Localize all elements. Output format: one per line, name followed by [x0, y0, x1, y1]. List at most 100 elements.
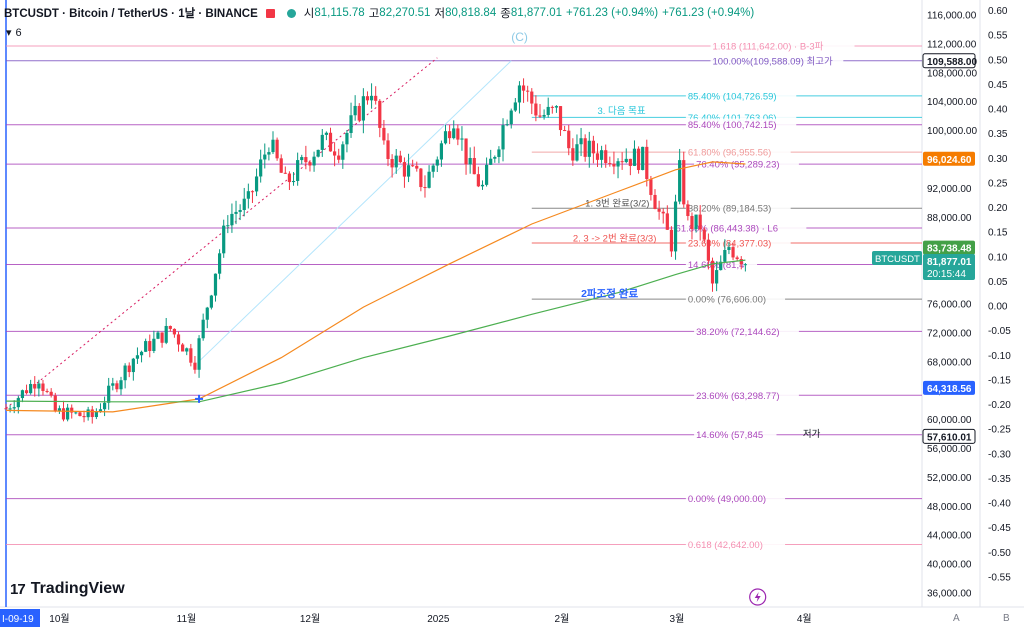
fib-level-label: 85.40% (104,726.59): [688, 91, 777, 102]
candle-body: [197, 338, 201, 370]
fib-level-label: 85.40% (100,742.15): [688, 120, 777, 131]
candle-body: [521, 85, 526, 91]
price-tick-label: 92,000.00: [927, 184, 972, 195]
symbol-title[interactable]: BTCUSDT · Bitcoin / TetherUS · 1날 · BINA…: [4, 8, 258, 20]
fib-level-label: 38.20% (72,144.62): [696, 327, 779, 338]
candle-body: [595, 153, 600, 160]
candle-body: [682, 160, 686, 205]
price-tick-label: 100,000.00: [927, 126, 977, 137]
candle-body: [686, 204, 690, 217]
secondary-tick-label: -0.45: [988, 523, 1011, 534]
candle-body: [127, 365, 131, 373]
price-tick-label: 40,000.00: [927, 560, 972, 571]
symbol-tag: [872, 251, 922, 266]
chart-annotation: (C): [511, 30, 528, 44]
candle-body: [226, 225, 230, 227]
candle-body: [345, 132, 349, 145]
fib-label-bg: [685, 146, 791, 159]
candle-body: [45, 390, 49, 392]
candle-body: [61, 408, 66, 420]
price-tick-label: 88,000.00: [927, 213, 972, 224]
time-tick-label: 10월: [49, 613, 69, 625]
candle-body: [222, 225, 226, 254]
candle-body: [591, 140, 595, 154]
price-tick-label: 56,000.00: [927, 444, 972, 455]
candle-body: [254, 176, 259, 192]
candle-body: [645, 146, 649, 180]
price-tick-label: 36,000.00: [927, 589, 972, 600]
candle-body: [526, 90, 530, 92]
candle-body: [189, 348, 193, 363]
secondary-tick-label: 0.05: [988, 277, 1008, 288]
candle-body: [719, 261, 723, 271]
chart-annotation: 1. 3번 완료(3/2): [585, 199, 649, 210]
secondary-tick-label: 0.15: [988, 228, 1008, 239]
fib-label-bg: [673, 222, 807, 235]
candle-body: [534, 103, 538, 116]
price-badge-label: 109,588.00: [927, 57, 977, 68]
candle-body: [123, 365, 127, 381]
fib-level-label: 76.40% (95,289.23): [696, 160, 779, 171]
fib-level-label: 38.20% (89,184.53): [688, 204, 771, 215]
candle-body: [267, 152, 271, 155]
price-badge: [922, 53, 976, 69]
candle-body: [382, 127, 386, 141]
tradingview-logo[interactable]: 17 TradingView: [10, 580, 125, 598]
candle-body: [501, 125, 505, 150]
candle-body: [365, 96, 370, 101]
candle-body: [20, 390, 25, 399]
fib-label-bg: [685, 293, 786, 306]
fib-level-label: 0.00% (49,000.00): [688, 494, 766, 505]
candle-body: [320, 134, 324, 150]
candle-body: [710, 260, 715, 284]
candle-body: [587, 140, 591, 157]
candle-body: [657, 208, 661, 212]
low-label: 저: [434, 8, 446, 20]
candle-body: [612, 163, 616, 167]
candle-body: [308, 162, 312, 166]
moving-average-short: [5, 259, 746, 403]
start-date-badge: [0, 609, 40, 627]
secondary-tick-label: -0.35: [988, 474, 1011, 485]
secondary-tick-label: 0.30: [988, 154, 1008, 165]
fib-level-label: 61.80% (96,955.56): [688, 148, 771, 159]
candle-body: [497, 149, 501, 157]
fib-label-bg: [685, 236, 791, 249]
candle-body: [361, 96, 365, 121]
candle-body: [82, 416, 86, 418]
candle-body: [357, 105, 361, 121]
candle-body: [439, 143, 444, 160]
candle-body: [144, 341, 148, 352]
fib-level-label: 23.60% (63,298.77): [696, 391, 779, 402]
fib-level-label: 100.00%(109,588.09) 최고가: [713, 56, 833, 67]
candle-body: [513, 102, 517, 111]
candle-body: [24, 390, 29, 394]
candle-body: [415, 165, 419, 169]
candle-body: [168, 325, 172, 329]
price-badge-countdown: 20:15:44: [927, 269, 966, 280]
flag-icon[interactable]: [265, 8, 275, 18]
candle-body: [57, 408, 61, 412]
crosshair-marker-icon: [195, 394, 204, 403]
price-badge-label: 83,738.48: [927, 244, 972, 255]
candle-body: [575, 144, 579, 161]
close-value: 81,877.01: [510, 7, 562, 19]
candle-body: [616, 161, 620, 167]
candle-body: [505, 124, 509, 126]
candle-body: [456, 128, 460, 140]
candle-body: [16, 398, 20, 408]
candle-body: [698, 214, 702, 230]
candle-body: [579, 138, 583, 145]
chart-annotation: 3. 다음 목표: [597, 106, 645, 117]
candle-body: [246, 191, 250, 199]
candle-body: [209, 295, 213, 308]
indicators-toggle[interactable]: ▾ 6: [6, 26, 22, 40]
candle-body: [546, 106, 550, 115]
candle-body: [509, 110, 513, 125]
price-tick-label: 52,000.00: [927, 473, 972, 484]
candle-body: [49, 391, 53, 396]
secondary-tick-label: 0.20: [988, 203, 1008, 214]
chart-annotation: 저가: [803, 429, 821, 440]
price-badge: [923, 240, 975, 255]
